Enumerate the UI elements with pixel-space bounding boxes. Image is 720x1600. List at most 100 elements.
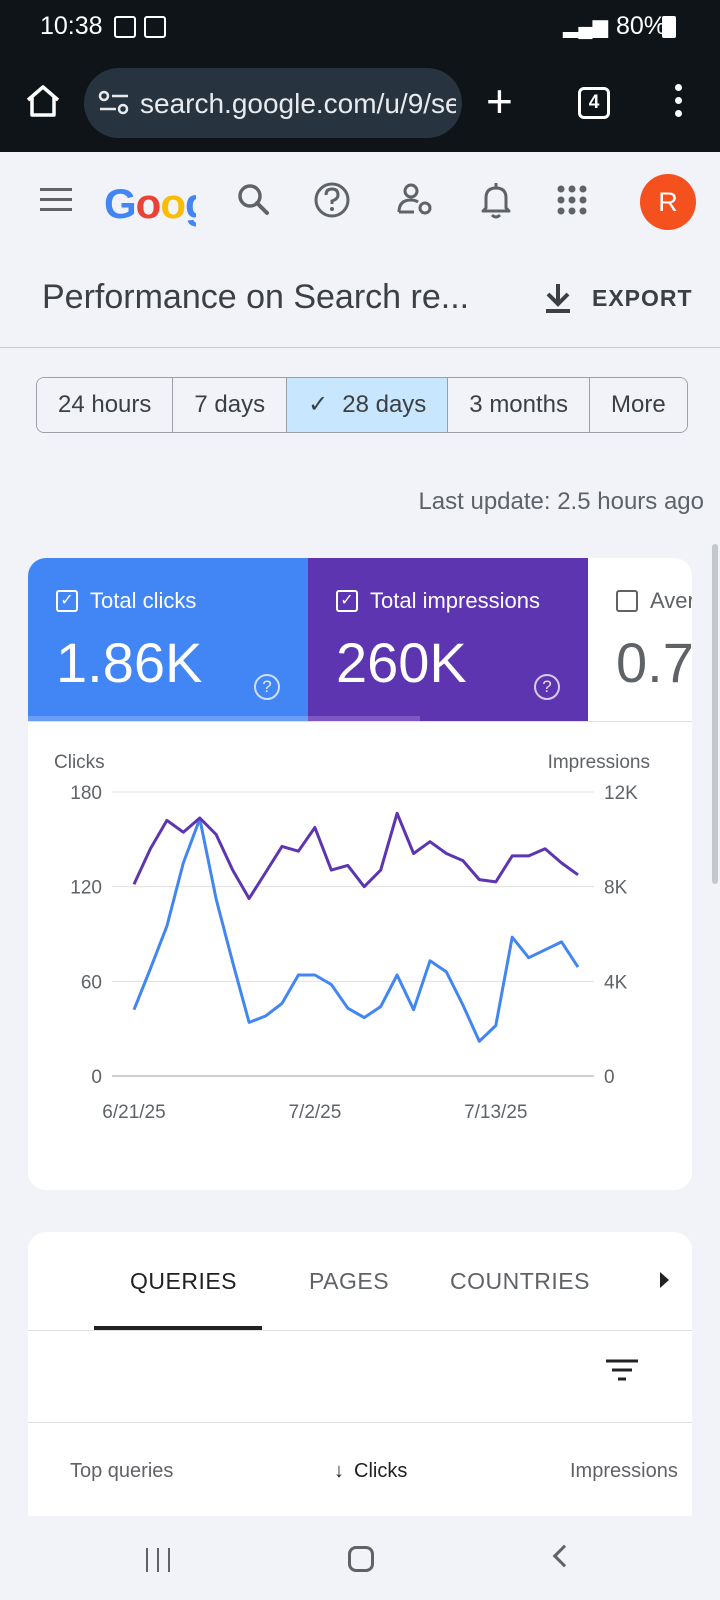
- range-3-months[interactable]: 3 months: [448, 378, 591, 432]
- date-range-selector: 24 hours 7 days ✓ 28 days 3 months More: [36, 377, 688, 433]
- tabs-scroll-right-icon[interactable]: [660, 1272, 669, 1288]
- x-tick-label: 7/13/25: [464, 1102, 527, 1123]
- clicks-indicator: [28, 716, 308, 722]
- clicks-series-line: [132, 817, 580, 1043]
- total-clicks-metric[interactable]: ✓ Total clicks 1.86K ?: [28, 558, 308, 722]
- logo-letter: g: [185, 180, 196, 227]
- site-settings-icon[interactable]: [98, 90, 130, 116]
- right-tick-label: 8K: [604, 878, 628, 899]
- sort-down-arrow-icon: ↓: [334, 1460, 344, 1482]
- divider: [28, 721, 692, 722]
- column-top-queries[interactable]: Top queries: [70, 1460, 174, 1482]
- total-impressions-metric[interactable]: ✓ Total impressions 260K ?: [308, 558, 588, 722]
- google-logo[interactable]: Goog: [104, 180, 196, 228]
- signal-icon: ▂▄▆: [563, 16, 608, 38]
- range-7-days[interactable]: 7 days: [173, 378, 288, 432]
- page-scrollbar[interactable]: [712, 544, 718, 884]
- logo-letter: G: [104, 180, 137, 227]
- performance-chart-card: ✓ Total clicks 1.86K ? ✓ Total impressio…: [28, 558, 692, 1190]
- status-time: 10:38: [40, 12, 103, 40]
- range-label: 28 days: [342, 391, 427, 418]
- range-label: 3 months: [469, 391, 569, 418]
- checkbox-checked-icon[interactable]: ✓: [56, 590, 78, 612]
- left-tick-label: 180: [70, 783, 102, 804]
- tab-switcher-button[interactable]: 4: [578, 87, 610, 119]
- export-label: EXPORT: [592, 284, 693, 311]
- right-axis-title: Impressions: [548, 752, 650, 773]
- right-tick-label: 12K: [604, 783, 638, 804]
- recent-apps-icon[interactable]: [146, 1548, 170, 1572]
- check-icon: ✓: [308, 391, 329, 418]
- gallery-notification-icon: [114, 16, 136, 38]
- account-avatar[interactable]: R: [640, 174, 696, 230]
- help-icon[interactable]: ?: [254, 674, 280, 700]
- column-label: Clicks: [354, 1460, 408, 1482]
- download-icon: [546, 284, 570, 313]
- range-more[interactable]: More: [590, 378, 687, 432]
- export-button[interactable]: EXPORT: [544, 278, 693, 318]
- logo-letter: o: [160, 180, 186, 227]
- tab-countries[interactable]: COUNTRIES: [450, 1268, 590, 1294]
- help-icon[interactable]: ?: [534, 674, 560, 700]
- x-tick-label: 6/21/25: [102, 1102, 165, 1123]
- metric-value: 260K: [336, 631, 467, 694]
- page-header: Performance on Search re... EXPORT: [0, 248, 720, 348]
- task-notification-icon: [144, 16, 166, 38]
- divider: [28, 1330, 692, 1331]
- metric-value: 1.86K: [56, 631, 203, 694]
- range-label: More: [611, 391, 666, 418]
- range-28-days[interactable]: ✓ 28 days: [287, 378, 449, 432]
- help-icon[interactable]: [310, 178, 354, 222]
- last-update-text: Last update: 2.5 hours ago: [418, 488, 704, 515]
- logo-letter: o: [135, 180, 162, 227]
- checkbox-checked-icon[interactable]: ✓: [336, 590, 358, 612]
- address-bar[interactable]: search.google.com/u/9/search-console: [84, 68, 462, 138]
- right-tick-label: 0: [604, 1067, 615, 1088]
- app-header: Goog R: [0, 152, 720, 248]
- checkbox-unchecked-icon[interactable]: [616, 590, 638, 612]
- browser-toolbar: search.google.com/u/9/search-console + 4: [0, 54, 720, 152]
- apps-grid-icon[interactable]: [550, 178, 594, 222]
- metric-label: Average CTR: [650, 588, 692, 613]
- search-icon[interactable]: [232, 178, 276, 222]
- browser-menu-icon[interactable]: [670, 84, 686, 122]
- home-icon[interactable]: [24, 82, 62, 120]
- column-impressions[interactable]: Impressions: [570, 1460, 678, 1482]
- users-settings-icon[interactable]: [394, 178, 438, 222]
- system-navigation-bar: [0, 1516, 720, 1600]
- average-ctr-metric[interactable]: Average CTR 0.7%: [588, 558, 692, 722]
- page-title: Performance on Search re...: [42, 278, 470, 316]
- left-tick-label: 120: [70, 878, 102, 899]
- metric-value: 0.7%: [616, 631, 692, 694]
- new-tab-button[interactable]: +: [486, 75, 513, 127]
- tab-pages[interactable]: PAGES: [309, 1268, 390, 1294]
- battery-icon: [662, 16, 676, 38]
- back-icon[interactable]: [552, 1544, 576, 1568]
- range-label: 24 hours: [58, 391, 152, 418]
- x-tick-label: 7/2/25: [288, 1102, 341, 1123]
- range-24-hours[interactable]: 24 hours: [37, 378, 174, 432]
- metric-label: Total clicks: [90, 588, 197, 613]
- impressions-series-line: [132, 811, 579, 900]
- notifications-bell-icon[interactable]: [474, 178, 518, 222]
- left-axis-title: Clicks: [54, 752, 105, 773]
- impressions-indicator: [308, 716, 420, 722]
- status-indicators: ▂▄▆ 80%: [563, 12, 666, 41]
- tab-queries[interactable]: QUERIES: [130, 1268, 238, 1294]
- status-bar: 10:38 ▂▄▆ 80%: [0, 0, 720, 54]
- left-tick-label: 0: [91, 1067, 102, 1088]
- column-clicks[interactable]: ↓ Clicks: [334, 1460, 407, 1483]
- left-tick-label: 60: [81, 972, 102, 993]
- battery-percent: 80%: [615, 12, 666, 40]
- right-tick-label: 4K: [604, 972, 628, 993]
- home-button-icon[interactable]: [348, 1546, 374, 1572]
- filter-icon[interactable]: [606, 1358, 638, 1382]
- divider: [28, 1422, 692, 1423]
- url-text[interactable]: search.google.com/u/9/search-console: [140, 88, 456, 119]
- dimensions-table-card: QUERIES PAGES COUNTRIES Top queries ↓ Cli…: [28, 1232, 692, 1532]
- range-label: 7 days: [194, 391, 266, 418]
- active-tab-indicator: [94, 1326, 262, 1330]
- metric-label: Total impressions: [370, 588, 540, 613]
- hamburger-menu-icon[interactable]: [40, 188, 72, 212]
